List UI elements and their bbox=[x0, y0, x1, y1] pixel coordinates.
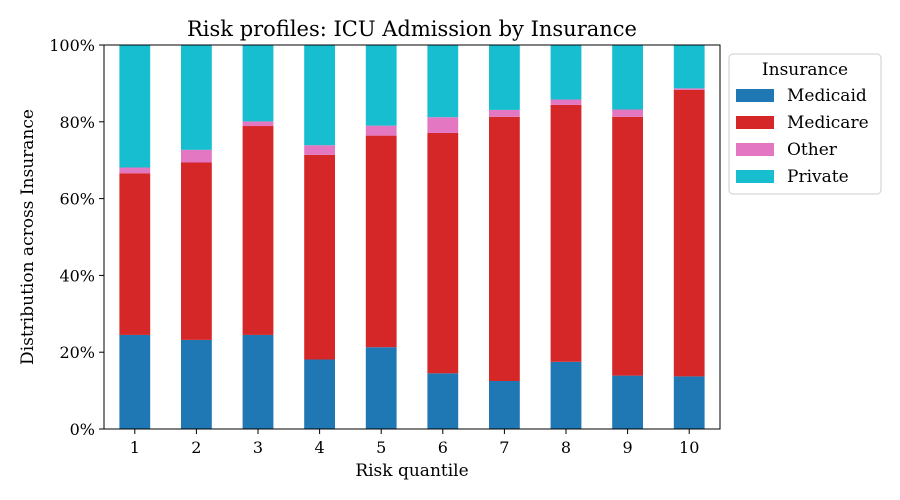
bar-other-10 bbox=[673, 88, 705, 90]
x-tick-label-2: 2 bbox=[191, 438, 201, 457]
bar-medicaid-7 bbox=[489, 381, 520, 429]
bars-group bbox=[119, 45, 705, 429]
bar-medicare-10 bbox=[673, 89, 705, 377]
bar-other-2 bbox=[181, 149, 212, 163]
bar-other-1 bbox=[119, 167, 151, 174]
plot-frame bbox=[103, 44, 721, 430]
bar-medicare-3 bbox=[242, 126, 274, 335]
bar-private-8 bbox=[550, 45, 582, 100]
bar-medicaid-5 bbox=[365, 347, 397, 429]
legend-swatch-medicare bbox=[736, 116, 774, 129]
legend-swatch-medicaid bbox=[736, 89, 774, 102]
bar-private-10 bbox=[673, 45, 705, 89]
legend-items: Medicaid Medicare Other Private bbox=[736, 86, 869, 187]
x-tick-label-7: 7 bbox=[499, 438, 509, 457]
x-axis: 1 2 3 4 5 6 7 8 9 10 bbox=[130, 429, 699, 457]
legend-swatch-private bbox=[736, 170, 774, 183]
bar-other-8 bbox=[550, 99, 582, 105]
bar-medicare-8 bbox=[550, 104, 582, 362]
legend-title: Insurance bbox=[762, 60, 848, 80]
bar-medicare-6 bbox=[427, 132, 459, 374]
x-tick-label-6: 6 bbox=[438, 438, 448, 457]
bar-other-9 bbox=[612, 109, 643, 117]
chart-title: Risk profiles: ICU Admission by Insuranc… bbox=[187, 17, 637, 41]
y-axis: 0% 20% 40% 60% 80% 100% bbox=[49, 36, 104, 439]
x-tick-label-5: 5 bbox=[376, 438, 386, 457]
bar-medicaid-9 bbox=[612, 375, 643, 429]
bar-private-3 bbox=[242, 45, 274, 122]
bar-private-4 bbox=[304, 45, 335, 146]
bar-private-1 bbox=[119, 45, 151, 168]
bar-private-6 bbox=[427, 45, 459, 118]
x-tick-label-8: 8 bbox=[561, 438, 571, 457]
legend: Insurance Medicaid Medicare Other Private bbox=[728, 53, 882, 195]
x-axis-label: Risk quantile bbox=[355, 461, 468, 481]
bar-other-4 bbox=[304, 145, 335, 155]
bar-medicaid-10 bbox=[673, 376, 705, 429]
legend-swatch-other bbox=[736, 143, 774, 156]
bar-other-7 bbox=[489, 109, 520, 117]
bar-medicaid-8 bbox=[550, 361, 582, 429]
y-tick-label-60%: 60% bbox=[59, 190, 95, 209]
bar-medicare-4 bbox=[304, 154, 335, 360]
y-axis-label: Distribution across Insurance bbox=[18, 109, 38, 365]
bar-private-7 bbox=[489, 45, 520, 110]
bar-medicare-1 bbox=[119, 173, 151, 335]
bar-other-5 bbox=[365, 125, 397, 136]
bar-medicare-5 bbox=[365, 135, 397, 348]
y-tick-label-100%: 100% bbox=[49, 36, 95, 55]
legend-label-other: Other bbox=[787, 140, 838, 160]
x-tick-label-3: 3 bbox=[253, 438, 263, 457]
bar-other-6 bbox=[427, 117, 459, 133]
y-tick-label-20%: 20% bbox=[59, 343, 95, 362]
bar-medicaid-1 bbox=[119, 334, 151, 429]
legend-label-private: Private bbox=[787, 167, 849, 187]
x-tick-label-1: 1 bbox=[130, 438, 140, 457]
x-tick-label-9: 9 bbox=[623, 438, 633, 457]
legend-label-medicaid: Medicaid bbox=[787, 86, 867, 106]
bar-medicaid-6 bbox=[427, 373, 459, 429]
bar-medicare-9 bbox=[612, 116, 643, 376]
bar-medicaid-3 bbox=[242, 334, 274, 429]
y-tick-label-80%: 80% bbox=[59, 113, 95, 132]
bar-other-3 bbox=[242, 121, 274, 127]
bar-private-2 bbox=[181, 45, 212, 150]
bar-private-5 bbox=[365, 45, 397, 126]
bar-medicaid-4 bbox=[304, 359, 335, 429]
x-tick-label-4: 4 bbox=[315, 438, 325, 457]
bar-medicare-7 bbox=[489, 116, 520, 381]
y-tick-label-40%: 40% bbox=[59, 266, 95, 285]
bar-private-9 bbox=[612, 45, 643, 110]
y-tick-label-0%: 0% bbox=[70, 420, 95, 439]
x-tick-label-10: 10 bbox=[679, 438, 699, 457]
legend-label-medicare: Medicare bbox=[787, 113, 869, 133]
bar-medicare-2 bbox=[181, 162, 212, 340]
bar-medicaid-2 bbox=[181, 339, 212, 429]
